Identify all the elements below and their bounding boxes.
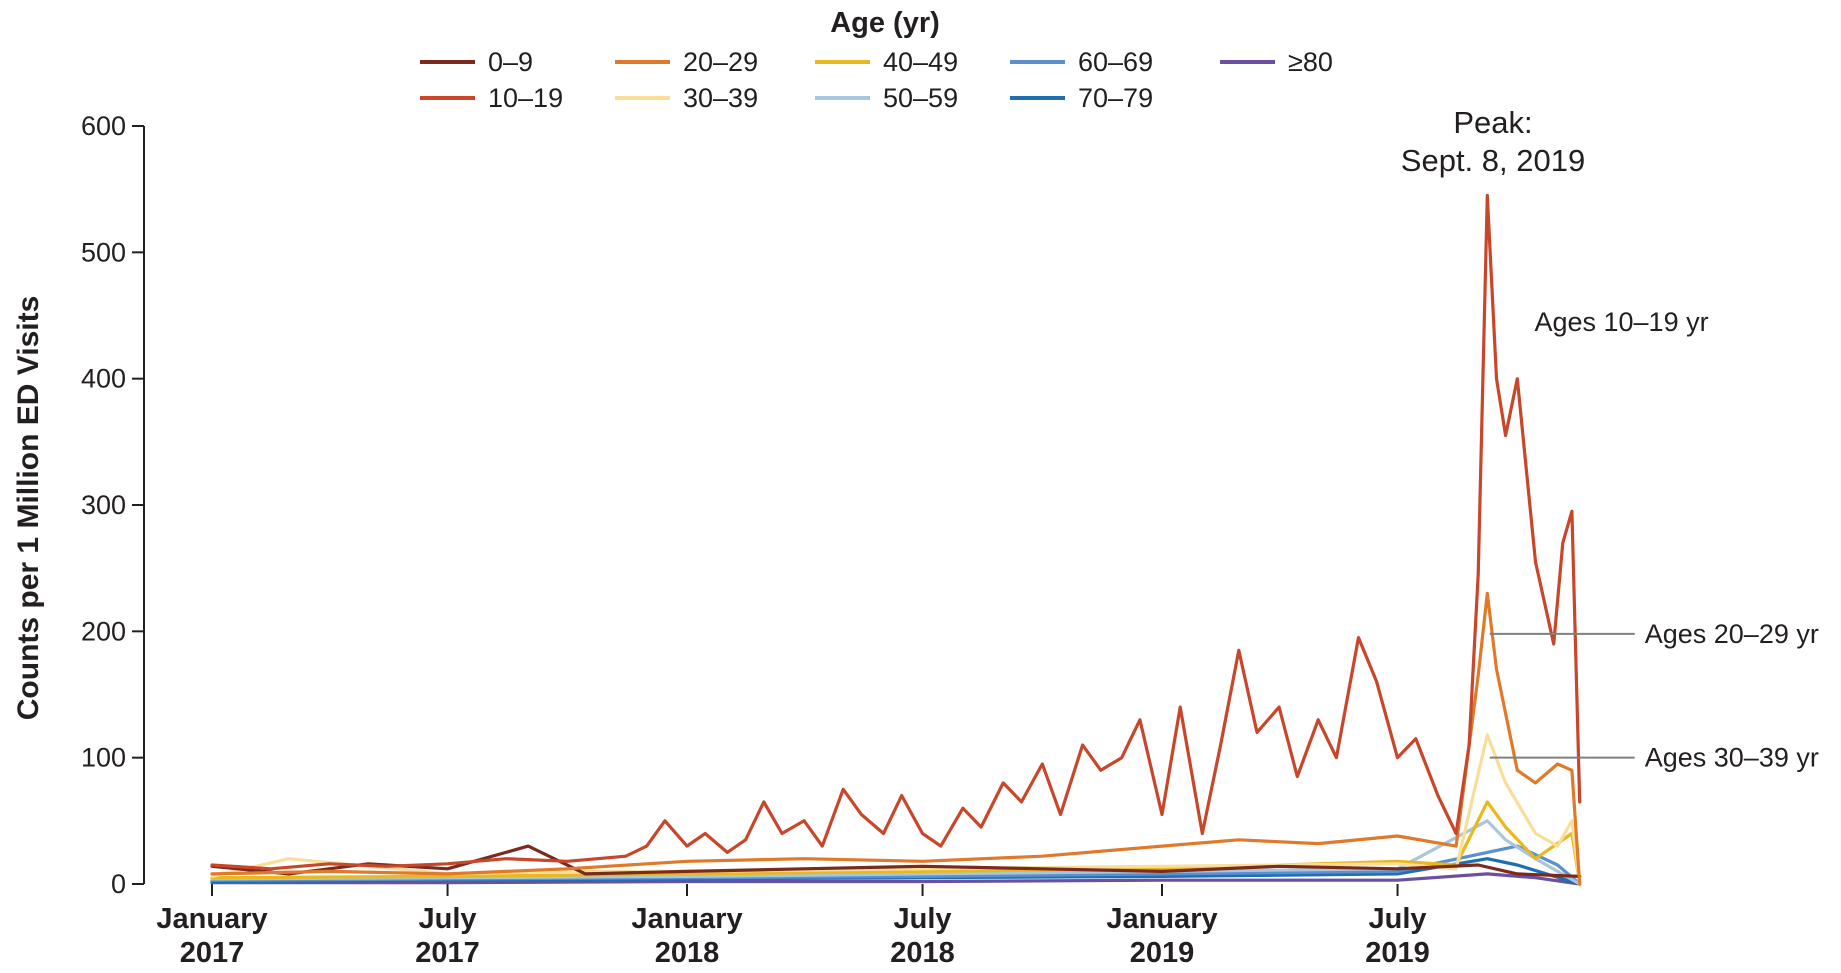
peak-label-line1: Peak: <box>1453 105 1532 140</box>
x-tick-label-month: July <box>1369 903 1427 935</box>
legend-label: ≥80 <box>1288 47 1333 77</box>
legend-label: 60–69 <box>1078 47 1153 77</box>
annotation-label: Ages 30–39 yr <box>1645 743 1819 773</box>
x-tick-label-month: July <box>894 903 952 935</box>
x-tick-label-year: 2018 <box>655 937 720 969</box>
annotation-label: Ages 20–29 yr <box>1645 619 1819 649</box>
annotation-label: Ages 10–19 yr <box>1534 307 1708 337</box>
legend-title: Age (yr) <box>830 7 940 39</box>
legend-label: 0–9 <box>488 47 533 77</box>
x-tick-label-year: 2019 <box>1365 937 1430 969</box>
y-tick-label: 100 <box>81 743 126 773</box>
y-tick-label: 600 <box>81 111 126 141</box>
x-tick-label-month: January <box>156 903 267 935</box>
y-tick-label: 0 <box>111 869 126 899</box>
y-tick-label: 400 <box>81 364 126 394</box>
x-tick-label-year: 2017 <box>180 937 245 969</box>
x-tick-label-month: January <box>1106 903 1217 935</box>
x-axis: January2017July2017January2018July2018Ja… <box>156 884 1430 969</box>
annotations: Peak: Sept. 8, 2019 Ages 10–19 yr Ages 20… <box>1401 105 1819 773</box>
legend: Age (yr) 0–9 10–19 20–29 30–39 40–49 50–59 60–… <box>420 7 1333 113</box>
legend-label: 20–29 <box>683 47 758 77</box>
legend-label: 70–79 <box>1078 83 1153 113</box>
legend-label: 40–49 <box>883 47 958 77</box>
x-tick-label-year: 2018 <box>890 937 955 969</box>
y-tick-label: 500 <box>81 237 126 267</box>
x-tick-label-month: July <box>419 903 477 935</box>
series-line <box>210 819 1582 886</box>
legend-label: 50–59 <box>883 83 958 113</box>
series-line <box>210 800 1582 886</box>
y-tick-label: 300 <box>81 490 126 520</box>
y-tick-label: 200 <box>81 616 126 646</box>
plot-area <box>210 193 1582 886</box>
y-axis-label: Counts per 1 Million ED Visits <box>12 296 45 721</box>
legend-label: 10–19 <box>488 83 563 113</box>
series-line <box>210 591 1582 886</box>
legend-label: 30–39 <box>683 83 758 113</box>
series-line <box>210 193 1582 871</box>
series-line <box>210 872 1582 886</box>
x-tick-label-year: 2017 <box>415 937 480 969</box>
x-tick-label-month: January <box>631 903 742 935</box>
y-axis: Counts per 1 Million ED Visits 0 100 200 30… <box>12 111 145 899</box>
x-tick-label-year: 2019 <box>1130 937 1195 969</box>
peak-label-line2: Sept. 8, 2019 <box>1401 143 1585 178</box>
